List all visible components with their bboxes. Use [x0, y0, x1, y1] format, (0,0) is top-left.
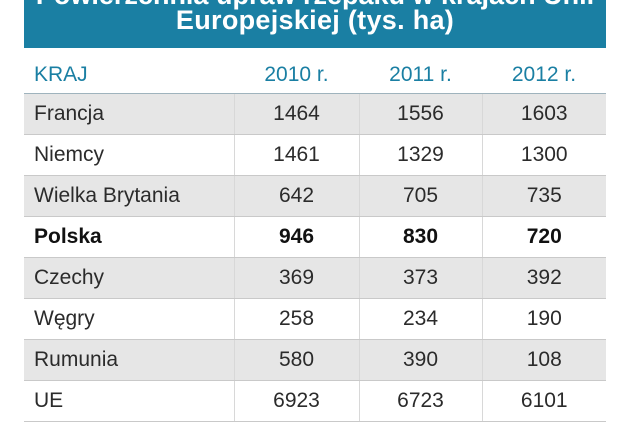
country-cell: Rumunia — [24, 339, 234, 381]
table-row: Francja 1464 1556 1603 — [24, 93, 606, 135]
value-cell: 6923 — [233, 380, 359, 422]
value-cell: 1556 — [358, 93, 482, 135]
country-cell: Węgry — [24, 298, 234, 340]
header-2011: 2011 r. — [359, 56, 482, 94]
value-cell: 1464 — [233, 93, 359, 135]
value-cell: 373 — [358, 257, 482, 299]
header-country: KRAJ — [24, 56, 234, 94]
value-cell: 6723 — [358, 380, 482, 422]
table-row: Czechy 369 373 392 — [24, 257, 606, 299]
title-banner: Powierzchnia upraw rzepaku w krajach Uni… — [24, 0, 606, 48]
header-row: KRAJ 2010 r. 2011 r. 2012 r. — [24, 56, 606, 94]
value-cell: 108 — [481, 339, 606, 381]
value-cell: 258 — [233, 298, 359, 340]
header-2010: 2010 r. — [234, 56, 359, 94]
table-row: Węgry 258 234 190 — [24, 298, 606, 340]
country-cell: UE — [24, 380, 234, 422]
value-cell: 830 — [358, 216, 482, 258]
value-cell: 234 — [358, 298, 482, 340]
value-cell: 735 — [481, 175, 606, 217]
data-table: KRAJ 2010 r. 2011 r. 2012 r. Francja 146… — [24, 56, 606, 422]
value-cell: 390 — [358, 339, 482, 381]
value-cell: 392 — [481, 257, 606, 299]
value-cell: 1461 — [233, 134, 359, 176]
value-cell: 1300 — [481, 134, 606, 176]
value-cell: 1603 — [481, 93, 606, 135]
title-line-1: Powierzchnia upraw rzepaku w krajach Uni… — [24, 0, 606, 10]
value-cell: 1329 — [358, 134, 482, 176]
value-cell: 369 — [233, 257, 359, 299]
header-2012: 2012 r. — [482, 56, 606, 94]
value-cell: 190 — [481, 298, 606, 340]
country-cell: Czechy — [24, 257, 234, 299]
table-row-highlighted: Polska 946 830 720 — [24, 216, 606, 258]
table-row: Wielka Brytania 642 705 735 — [24, 175, 606, 217]
table-row: Rumunia 580 390 108 — [24, 339, 606, 381]
value-cell: 6101 — [481, 380, 606, 422]
value-cell: 705 — [358, 175, 482, 217]
value-cell: 946 — [233, 216, 359, 258]
country-cell: Niemcy — [24, 134, 234, 176]
title-line-2: Europejskiej (tys. ha) — [175, 5, 455, 35]
table-row-total: UE 6923 6723 6101 — [24, 380, 606, 422]
value-cell: 642 — [233, 175, 359, 217]
country-cell: Francja — [24, 93, 234, 135]
value-cell: 580 — [233, 339, 359, 381]
country-cell: Polska — [24, 216, 234, 258]
table-row: Niemcy 1461 1329 1300 — [24, 134, 606, 176]
value-cell: 720 — [481, 216, 606, 258]
country-cell: Wielka Brytania — [24, 175, 234, 217]
